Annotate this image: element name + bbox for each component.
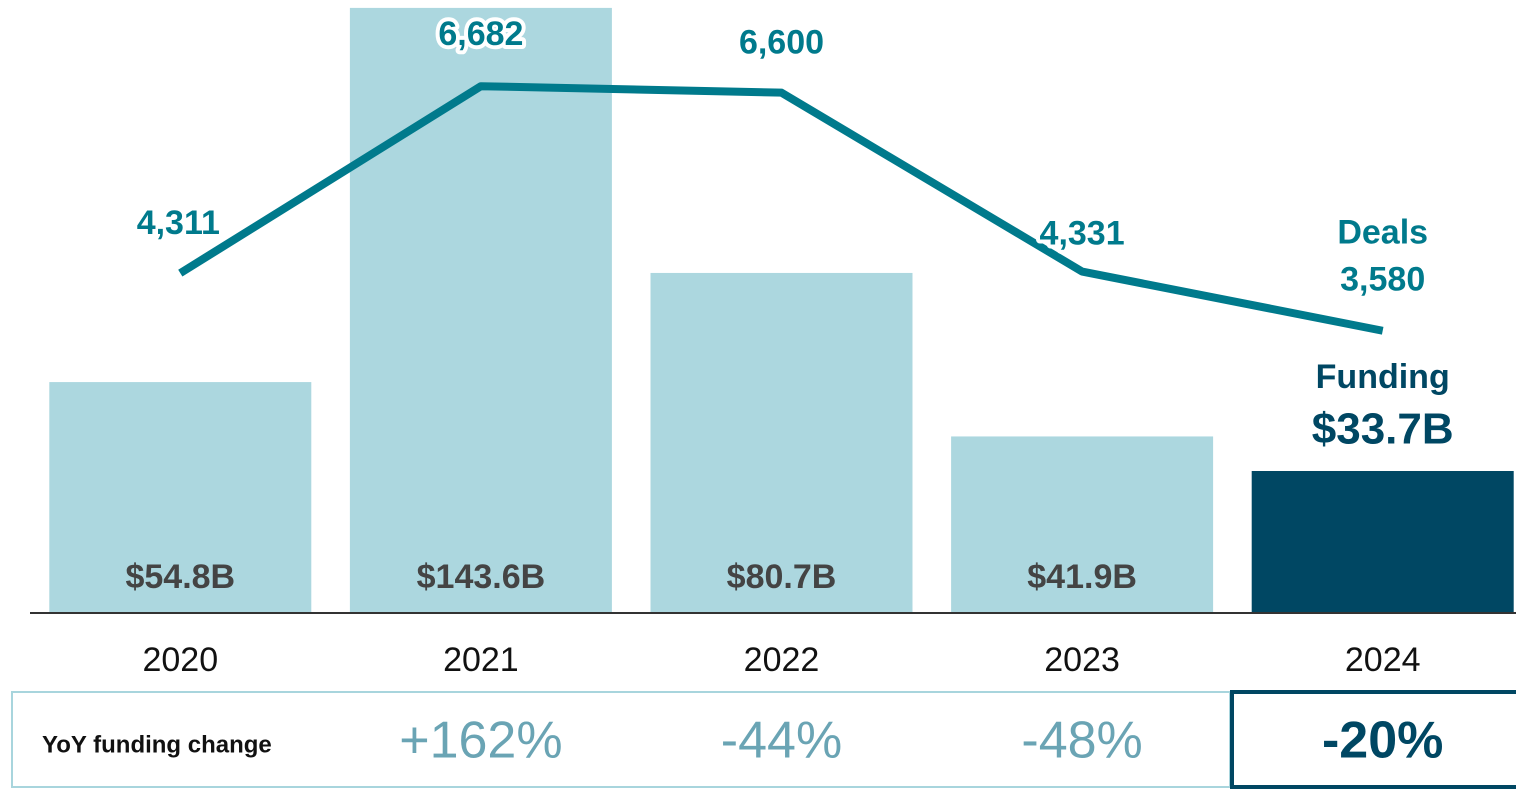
line-value-halo: 4,331: [1040, 215, 1125, 253]
bar: [951, 436, 1214, 613]
line-value-label: 4,331: [1040, 215, 1125, 253]
line-value-label: 3,580: [1340, 261, 1425, 299]
bar-value-label: $80.7B: [727, 558, 837, 596]
yoy-highlight-cell: [1230, 690, 1516, 789]
x-tick-label: 2022: [744, 641, 820, 679]
yoy-value: +162%: [399, 712, 562, 770]
line-value-label: 6,600: [739, 24, 824, 62]
line-value-label: 6,682: [438, 15, 523, 53]
bar: [1251, 470, 1514, 613]
bar: [349, 7, 612, 614]
yoy-value: -20%: [1322, 712, 1443, 770]
line-value-label: 4,311: [137, 204, 220, 242]
x-tick-label: 2024: [1345, 641, 1421, 679]
x-tick-label: 2020: [142, 641, 218, 679]
line-value-halo: 6,682: [438, 15, 523, 53]
legend-funding: Funding: [1316, 358, 1450, 396]
bar-value-label: $41.9B: [1027, 558, 1137, 596]
x-tick-label: 2023: [1044, 641, 1120, 679]
x-tick-label: 2021: [443, 641, 519, 679]
yoy-value: -48%: [1021, 712, 1142, 770]
line-value-halo: 6,600: [739, 24, 824, 62]
bar-value-label: $143.6B: [417, 558, 546, 596]
deals-line: [178, 82, 1384, 335]
bar: [650, 272, 913, 613]
bar-value-label: $33.7B: [1312, 405, 1454, 454]
bar-value-label: $54.8B: [125, 558, 235, 596]
line-value-halo: 4,311: [137, 204, 220, 242]
yoy-label: YoY funding change: [42, 731, 272, 758]
bar: [49, 382, 312, 613]
legend-deals: Deals: [1337, 214, 1428, 252]
yoy-value: -44%: [721, 712, 842, 770]
